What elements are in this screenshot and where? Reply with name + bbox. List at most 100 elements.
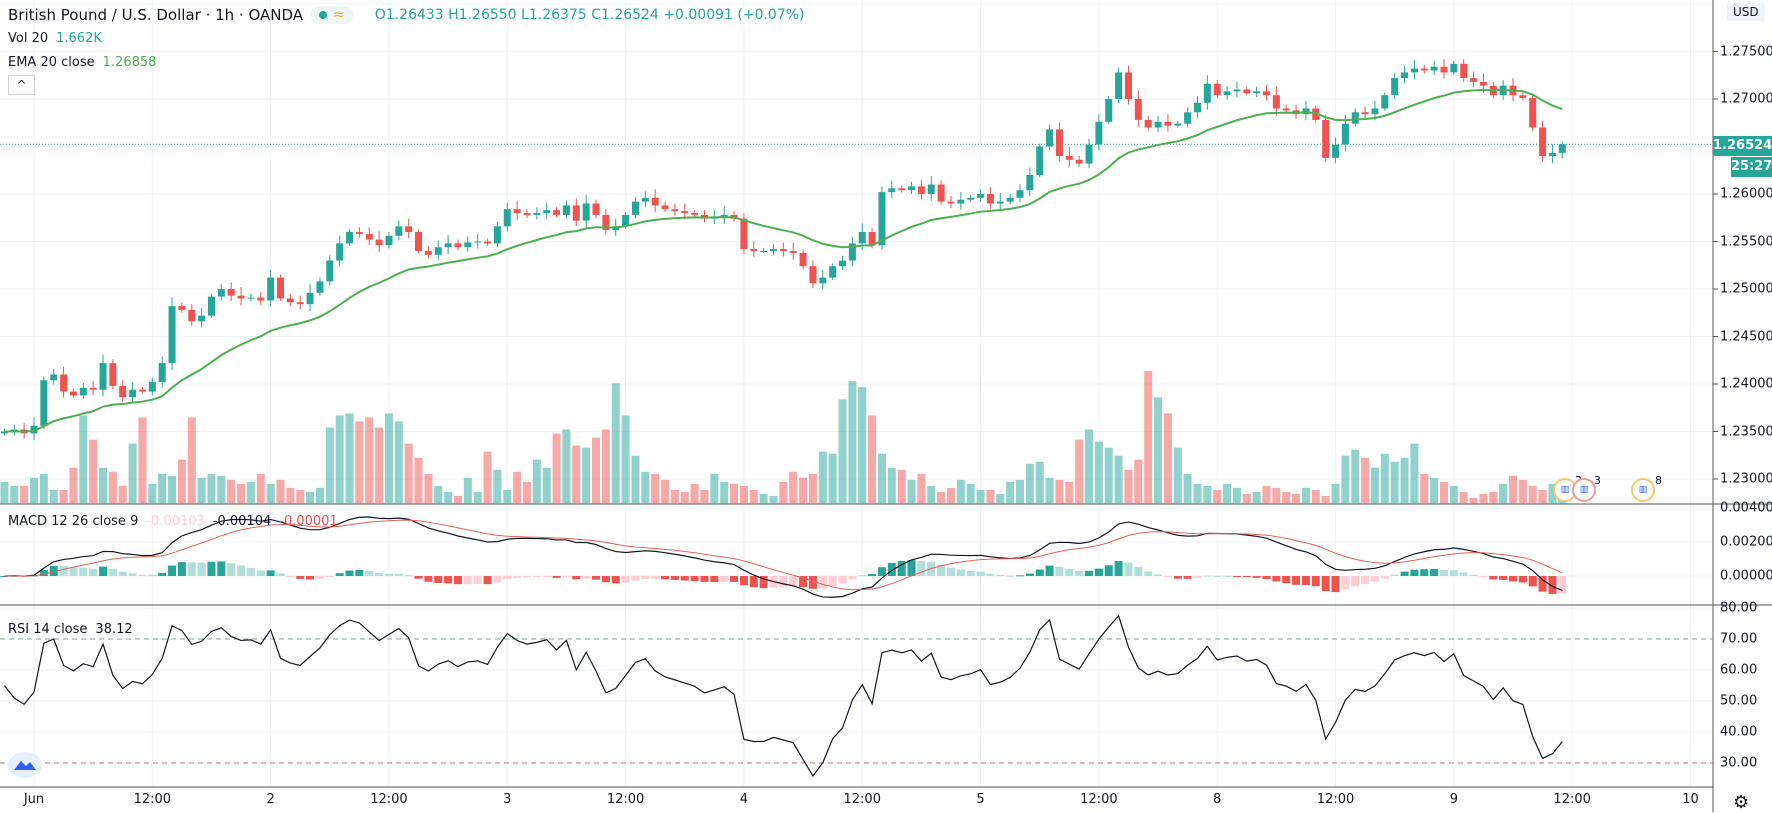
tradingview-logo-icon[interactable] [8, 752, 42, 778]
macd-histogram-bar [1242, 576, 1251, 578]
candle-body [474, 241, 482, 243]
volume-bar [453, 495, 462, 504]
candle-body [1095, 121, 1103, 145]
volume-bar [1006, 481, 1015, 504]
rsi-legend[interactable]: RSI 14 close 38.12 [8, 622, 133, 637]
price-axis-label: 1.23500 [1720, 424, 1772, 439]
candle-body [60, 374, 68, 392]
candle-body [444, 243, 452, 248]
candle-body [385, 235, 393, 246]
currency-button[interactable]: USD [1727, 3, 1765, 21]
volume-bar [1400, 457, 1409, 504]
macd-histogram-bar [207, 561, 216, 576]
macd-histogram-bar [1321, 576, 1330, 592]
macd-histogram-bar [1292, 576, 1301, 585]
macd-histogram-bar [858, 575, 867, 577]
volume-bar [128, 443, 137, 504]
macd-axis-label: 0.00200 [1720, 534, 1772, 550]
macd-histogram-bar [1459, 572, 1468, 576]
macd-histogram-bar [749, 576, 758, 588]
volume-bar [818, 451, 827, 504]
volume-legend[interactable]: Vol 20 1.662K [8, 31, 102, 46]
candle-body [257, 297, 265, 301]
volume-bar [670, 489, 679, 504]
candle-body [622, 214, 630, 227]
macd-histogram-bar [177, 562, 186, 576]
macd-histogram-bar [384, 573, 393, 576]
volume-bar [877, 453, 886, 504]
economic-event-flag-icon[interactable]: ▥ [1631, 478, 1655, 502]
price-axis-label: 1.24000 [1720, 376, 1772, 392]
candle-body [1548, 152, 1556, 156]
candle-body [503, 209, 511, 227]
candle-body [572, 205, 580, 221]
candle-body [1006, 197, 1014, 202]
macd-histogram-bar [1390, 574, 1399, 576]
macd-histogram-bar [1035, 569, 1044, 576]
price-axis-label: 1.27000 [1720, 91, 1772, 107]
macd-histogram-bar [483, 576, 492, 585]
volume-bar [1045, 477, 1054, 504]
macd-histogram-bar [99, 566, 108, 576]
macd-histogram-bar [1410, 569, 1419, 576]
macd-signal-line [4, 519, 1563, 591]
ema-legend[interactable]: EMA 20 close 1.26858 [8, 55, 156, 70]
volume-bar [1183, 473, 1192, 504]
event-count: 3 [1594, 474, 1601, 487]
macd-axis-label: 0.00000 [1720, 568, 1772, 584]
volume-bar [1016, 479, 1024, 504]
macd-histogram-bar [562, 576, 571, 578]
time-label: 3 [503, 792, 512, 807]
candle-body [651, 197, 659, 206]
macd-histogram-bar [325, 576, 334, 577]
macd-histogram-bar [345, 570, 354, 576]
macd-histogram-bar [444, 576, 453, 584]
settings-gear-icon[interactable]: ⚙ [1733, 792, 1750, 813]
market-status[interactable]: ≈ [311, 6, 353, 24]
volume-bar [79, 415, 88, 504]
candle-body [671, 209, 679, 212]
candle-body [1174, 123, 1182, 126]
volume-bar [1242, 493, 1251, 504]
volume-bar [838, 399, 847, 504]
symbol-title[interactable]: British Pound / U.S. Dollar · 1h · OANDA [8, 6, 304, 24]
macd-histogram-bar [641, 576, 650, 579]
volume-bar [1469, 497, 1478, 504]
macd-histogram-bar [128, 573, 137, 576]
collapse-legend-button[interactable]: ^ [8, 75, 35, 95]
volume-bar [1144, 371, 1153, 504]
candle-body [543, 210, 551, 213]
macd-histogram-bar [848, 576, 857, 580]
volume-bar [562, 429, 571, 504]
macd-axis-label: 0.00400 [1720, 500, 1772, 516]
macd-histogram-bar [700, 576, 709, 582]
candle-body [839, 260, 847, 267]
candle-body [533, 213, 541, 215]
macd-histogram-bar [1341, 576, 1350, 590]
macd-histogram-bar [266, 570, 275, 576]
candle-body [996, 201, 1004, 204]
candle-body [69, 391, 77, 396]
economic-event-flag-icon[interactable]: ▥ [1572, 478, 1596, 502]
macd-legend[interactable]: MACD 12 26 close 9 -0.00103 -0.00104 -0.… [8, 514, 338, 529]
volume-bar [315, 487, 324, 504]
candle-body [168, 306, 176, 364]
macd-histogram-bar [582, 576, 591, 579]
candle-body [1026, 175, 1034, 191]
candle-body [375, 239, 383, 246]
candle-body [1154, 121, 1162, 128]
candle-body [1263, 91, 1270, 96]
volume-bar [523, 481, 531, 504]
volume-bar [710, 473, 719, 504]
macd-histogram-bar [246, 567, 255, 576]
rsi-line [3, 614, 1563, 778]
candle-body [1391, 78, 1399, 96]
candle-body [986, 194, 994, 204]
rsi-axis-label: 40.00 [1720, 724, 1758, 740]
candle-body [1420, 68, 1428, 71]
macd-histogram-bar [256, 570, 265, 576]
candle-body [395, 226, 403, 236]
volume-bar [1420, 473, 1429, 504]
volume-bar [138, 417, 147, 504]
